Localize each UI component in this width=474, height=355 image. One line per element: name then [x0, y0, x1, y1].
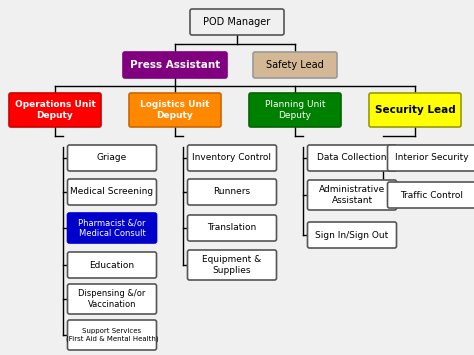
FancyBboxPatch shape: [67, 252, 156, 278]
FancyBboxPatch shape: [129, 93, 221, 127]
Text: Administrative
Assistant: Administrative Assistant: [319, 185, 385, 205]
FancyBboxPatch shape: [67, 179, 156, 205]
Text: Dispensing &/or
Vaccination: Dispensing &/or Vaccination: [78, 289, 146, 309]
FancyBboxPatch shape: [9, 93, 101, 127]
FancyBboxPatch shape: [188, 250, 276, 280]
FancyBboxPatch shape: [123, 52, 227, 78]
FancyBboxPatch shape: [190, 9, 284, 35]
FancyBboxPatch shape: [388, 182, 474, 208]
FancyBboxPatch shape: [188, 215, 276, 241]
FancyBboxPatch shape: [67, 284, 156, 314]
Text: Support Services
(First Aid & Mental Health): Support Services (First Aid & Mental Hea…: [66, 328, 158, 342]
Text: Equipment &
Supplies: Equipment & Supplies: [202, 255, 262, 275]
Text: Translation: Translation: [207, 224, 256, 233]
Text: Press Assistant: Press Assistant: [130, 60, 220, 70]
Text: Runners: Runners: [213, 187, 251, 197]
Text: Data Collection: Data Collection: [317, 153, 387, 163]
FancyBboxPatch shape: [388, 145, 474, 171]
Text: Logistics Unit
Deputy: Logistics Unit Deputy: [140, 100, 210, 120]
Text: Sign In/Sign Out: Sign In/Sign Out: [315, 230, 389, 240]
Text: Security Lead: Security Lead: [374, 105, 456, 115]
FancyBboxPatch shape: [308, 180, 396, 210]
Text: Medical Screening: Medical Screening: [71, 187, 154, 197]
Text: Interior Security: Interior Security: [395, 153, 469, 163]
FancyBboxPatch shape: [308, 145, 396, 171]
FancyBboxPatch shape: [188, 145, 276, 171]
Text: Planning Unit
Deputy: Planning Unit Deputy: [265, 100, 325, 120]
Text: Inventory Control: Inventory Control: [192, 153, 272, 163]
Text: POD Manager: POD Manager: [203, 17, 271, 27]
Text: Griage: Griage: [97, 153, 127, 163]
Text: Pharmacist &/or
Medical Consult: Pharmacist &/or Medical Consult: [78, 218, 146, 238]
FancyBboxPatch shape: [67, 320, 156, 350]
FancyBboxPatch shape: [249, 93, 341, 127]
Text: Education: Education: [90, 261, 135, 269]
FancyBboxPatch shape: [188, 179, 276, 205]
Text: Safety Lead: Safety Lead: [266, 60, 324, 70]
FancyBboxPatch shape: [67, 145, 156, 171]
FancyBboxPatch shape: [67, 213, 156, 243]
FancyBboxPatch shape: [369, 93, 461, 127]
Text: Operations Unit
Deputy: Operations Unit Deputy: [15, 100, 95, 120]
FancyBboxPatch shape: [253, 52, 337, 78]
Text: Traffic Control: Traffic Control: [401, 191, 464, 200]
FancyBboxPatch shape: [308, 222, 396, 248]
